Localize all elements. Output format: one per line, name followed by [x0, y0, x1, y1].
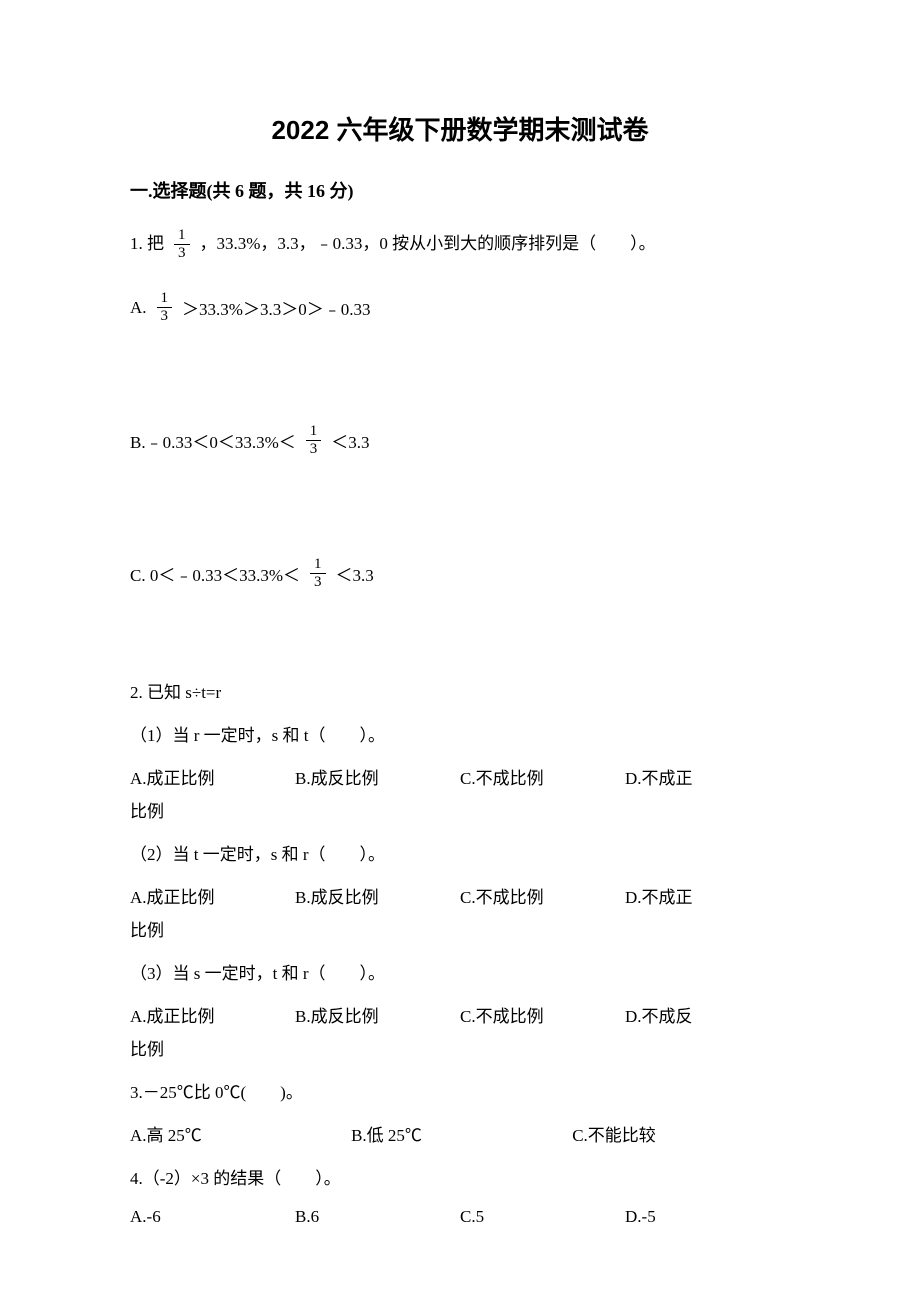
q4-stem: 4.（-2）×3 的结果（ ）。	[130, 1164, 790, 1189]
fraction-numerator: 1	[306, 424, 322, 441]
q2-sub2-optd: D.不成正	[625, 883, 790, 908]
q1-mid: ，33.3%，3.3，﹣0.33，0 按从小到大的顺序排列是（ ）。	[200, 229, 656, 260]
q1-optb-fraction: 1 3	[306, 424, 322, 457]
q4-opta: A.-6	[130, 1207, 295, 1227]
q2-sub1-opta: A.成正比例	[130, 764, 295, 789]
q2-stem: 2. 已知 s÷t=r	[130, 678, 790, 703]
q2-sub1-optb: B.成反比例	[295, 764, 460, 789]
q3-options: A.高 25℃ B.低 25℃ C.不能比较	[130, 1121, 790, 1146]
q1-option-c: C. 0＜﹣0.33＜33.3%＜ 1 3 ＜3.3	[130, 557, 790, 590]
q2-sub3-opta: A.成正比例	[130, 1002, 295, 1027]
q2-sub1-wrap: 比例	[130, 797, 790, 822]
q2-sub2-optb: B.成反比例	[295, 883, 460, 908]
q1-opta-suffix: ＞33.3%＞3.3＞0＞﹣0.33	[182, 295, 370, 320]
q2-sub2-wrap: 比例	[130, 916, 790, 941]
q2-sub3-optd: D.不成反	[625, 1002, 790, 1027]
q3-optb: B.低 25℃	[351, 1121, 569, 1146]
q2-sub2: （2）当 t 一定时，s 和 r（ ）。	[130, 840, 790, 865]
q4-optc: C.5	[460, 1207, 625, 1227]
q4-optd: D.-5	[625, 1207, 790, 1227]
q2-sub1-options: A.成正比例 B.成反比例 C.不成比例 D.不成正	[130, 764, 790, 789]
page-title: 2022 六年级下册数学期末测试卷	[130, 110, 790, 147]
q1-prefix: 1. 把	[130, 229, 164, 260]
q3-optc: C.不能比较	[572, 1121, 790, 1146]
q2-sub1: （1）当 r 一定时，s 和 t（ ）。	[130, 721, 790, 746]
q2-sub2-optc: C.不成比例	[460, 883, 625, 908]
q2-sub3-wrap: 比例	[130, 1035, 790, 1060]
section-1-header: 一.选择题(共 6 题，共 16 分)	[130, 177, 790, 203]
q2-sub1-optd: D.不成正	[625, 764, 790, 789]
fraction-numerator: 1	[174, 228, 190, 245]
q3-opta: A.高 25℃	[130, 1121, 348, 1146]
q2-sub2-options: A.成正比例 B.成反比例 C.不成比例 D.不成正	[130, 883, 790, 908]
q2-sub3-options: A.成正比例 B.成反比例 C.不成比例 D.不成反	[130, 1002, 790, 1027]
q2-sub3: （3）当 s 一定时，t 和 r（ ）。	[130, 959, 790, 984]
question-4: 4.（-2）×3 的结果（ ）。 A.-6 B.6 C.5 D.-5	[130, 1164, 790, 1227]
q3-stem: 3.－25℃比 0℃( )。	[130, 1078, 790, 1103]
q1-opta-fraction: 1 3	[157, 291, 173, 324]
q1-optb-prefix: B.﹣0.33＜0＜33.3%＜	[130, 428, 296, 453]
q1-opta-prefix: A.	[130, 298, 147, 318]
fraction-denominator: 3	[310, 574, 326, 590]
fraction-numerator: 1	[157, 291, 173, 308]
q2-sub1-optc: C.不成比例	[460, 764, 625, 789]
q2-sub2-opta: A.成正比例	[130, 883, 295, 908]
q1-option-b: B.﹣0.33＜0＜33.3%＜ 1 3 ＜3.3	[130, 424, 790, 457]
q4-optb: B.6	[295, 1207, 460, 1227]
q1-fraction: 1 3	[174, 228, 190, 261]
q1-option-a: A. 1 3 ＞33.3%＞3.3＞0＞﹣0.33	[130, 291, 790, 324]
q1-optb-suffix: ＜3.3	[331, 428, 369, 453]
q2-sub3-optc: C.不成比例	[460, 1002, 625, 1027]
q1-optc-fraction: 1 3	[310, 557, 326, 590]
fraction-denominator: 3	[174, 245, 190, 261]
fraction-numerator: 1	[310, 557, 326, 574]
q1-optc-suffix: ＜3.3	[336, 561, 374, 586]
q2-sub3-optb: B.成反比例	[295, 1002, 460, 1027]
question-1: 1. 把 1 3 ，33.3%，3.3，﹣0.33，0 按从小到大的顺序排列是（…	[130, 228, 790, 261]
fraction-denominator: 3	[157, 308, 173, 324]
q1-stem: 1. 把 1 3 ，33.3%，3.3，﹣0.33，0 按从小到大的顺序排列是（…	[130, 228, 790, 261]
fraction-denominator: 3	[306, 441, 322, 457]
question-3: 3.－25℃比 0℃( )。 A.高 25℃ B.低 25℃ C.不能比较	[130, 1078, 790, 1146]
q1-optc-prefix: C. 0＜﹣0.33＜33.3%＜	[130, 561, 300, 586]
q4-options: A.-6 B.6 C.5 D.-5	[130, 1207, 790, 1227]
question-2: 2. 已知 s÷t=r （1）当 r 一定时，s 和 t（ ）。 A.成正比例 …	[130, 678, 790, 1060]
